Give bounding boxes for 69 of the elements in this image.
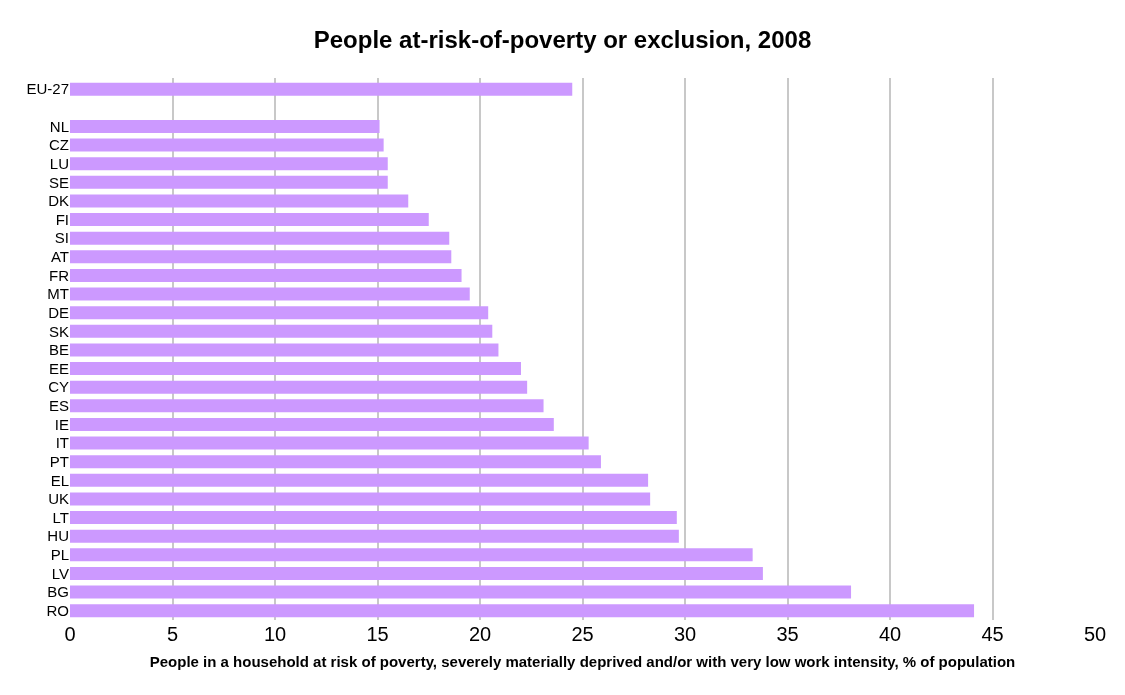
bar — [70, 231, 450, 245]
chart-title: People at-risk-of-poverty or exclusion, 2008 — [313, 26, 812, 54]
x-tick-label: 40 — [878, 623, 902, 645]
bar — [70, 250, 452, 264]
bar — [70, 82, 573, 96]
y-tick-label: IE — [54, 415, 69, 433]
bar — [70, 194, 409, 208]
bar — [70, 380, 528, 394]
x-tick-label: 35 — [776, 623, 799, 645]
y-tick-label: LU — [49, 154, 69, 172]
y-tick-label: NL — [49, 117, 69, 135]
y-tick-label: LV — [51, 564, 69, 582]
bar — [70, 306, 489, 320]
y-tick-label: EE — [48, 359, 69, 377]
bar — [70, 213, 429, 227]
x-tick-label: 10 — [263, 623, 287, 645]
bar — [70, 436, 589, 450]
y-tick-label: SI — [54, 229, 69, 247]
bar — [70, 138, 384, 152]
x-tick-label: 30 — [673, 623, 697, 645]
y-tick-label: SE — [48, 173, 69, 191]
y-tick-label: PL — [50, 546, 69, 564]
bar — [70, 287, 470, 301]
bar — [70, 157, 388, 171]
x-tick-label: 15 — [366, 623, 389, 645]
bar — [70, 473, 649, 487]
x-axis-title: People in a household at risk of poverty, severely materially deprived and/or with very low work intensity, % of population — [149, 653, 1016, 670]
y-tick-label: IT — [55, 434, 69, 452]
bar — [70, 417, 554, 431]
y-tick-label: EL — [50, 471, 69, 489]
y-tick-label: DK — [48, 192, 69, 210]
y-tick-label: BG — [47, 583, 69, 601]
y-tick-label: BE — [48, 341, 69, 359]
bar — [70, 343, 499, 357]
y-tick-label: CY — [48, 378, 69, 396]
y-tick-label: PT — [49, 452, 69, 470]
bar — [70, 492, 651, 506]
bar — [70, 529, 679, 543]
x-tick-label: 5 — [166, 623, 179, 645]
y-tick-label: DE — [48, 303, 69, 321]
y-tick-label: EU-27 — [26, 80, 69, 98]
x-tick-label: 45 — [981, 623, 1004, 645]
bar — [70, 399, 544, 413]
y-tick-label: MT — [47, 285, 69, 303]
y-tick-label: LT — [52, 508, 69, 526]
bar — [70, 119, 380, 133]
bar — [70, 511, 677, 525]
bar — [70, 604, 975, 618]
y-tick-label: HU — [47, 527, 69, 545]
bar — [70, 566, 763, 580]
x-tick-label: 20 — [468, 623, 492, 645]
y-tick-label: UK — [48, 490, 69, 508]
y-tick-label: FI — [55, 210, 69, 228]
bar — [70, 268, 462, 282]
y-tick-label: AT — [50, 248, 69, 266]
bar — [70, 548, 753, 562]
y-tick-label: SK — [48, 322, 69, 340]
x-tick-label: 0 — [64, 623, 76, 645]
y-tick-label: RO — [46, 601, 69, 619]
bar — [70, 585, 852, 599]
bar — [70, 455, 601, 469]
bar — [70, 324, 493, 338]
y-tick-label: CZ — [49, 136, 69, 154]
y-tick-label: ES — [48, 397, 69, 415]
x-tick-label: 25 — [571, 623, 594, 645]
y-tick-label: FR — [49, 266, 70, 284]
bar — [70, 175, 388, 189]
bar — [70, 362, 521, 376]
x-tick-label: 50 — [1083, 623, 1107, 645]
